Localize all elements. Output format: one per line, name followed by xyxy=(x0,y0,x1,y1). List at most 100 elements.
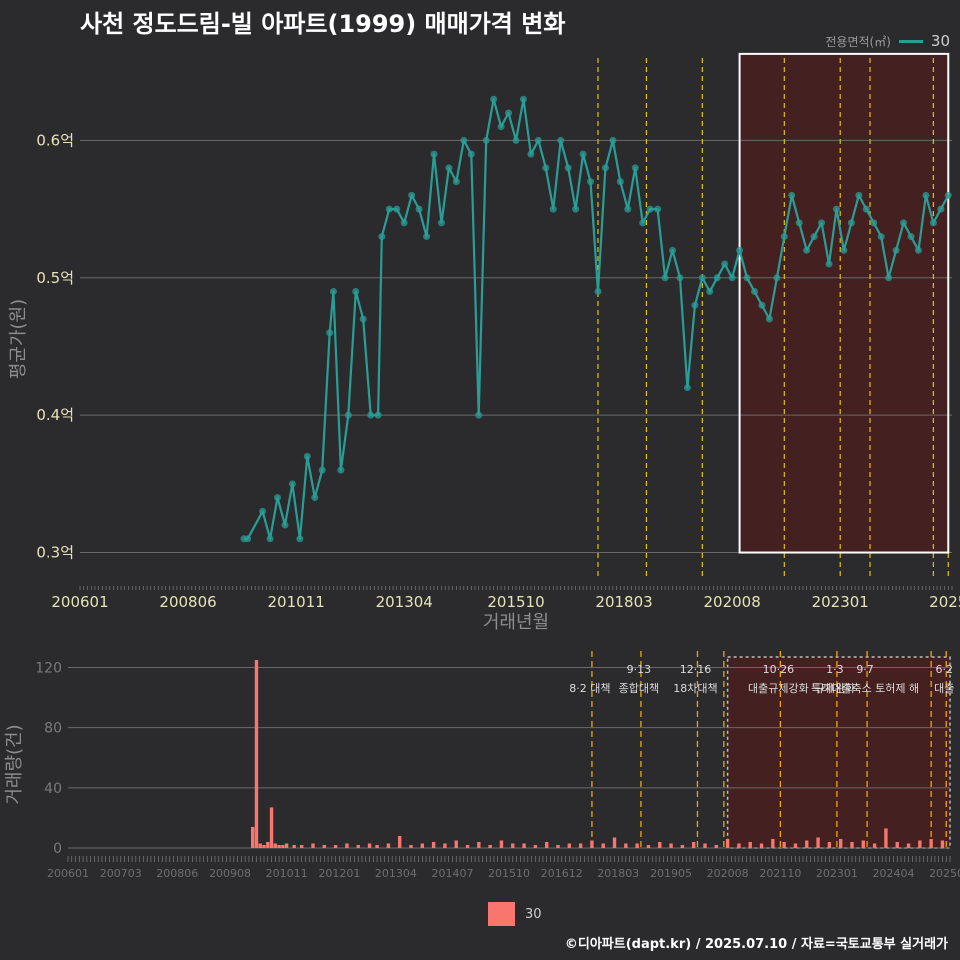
x-tick-label: 202110 xyxy=(759,867,801,880)
price-point xyxy=(758,301,766,309)
policy-date-label: 9·7 xyxy=(856,663,874,676)
policy-date-label: 1·3 xyxy=(826,663,844,676)
legend-line-swatch xyxy=(898,39,923,43)
price-point xyxy=(367,411,375,419)
volume-chart: 0 40 80 120 거래량(건) 8·2 대책 9·13 종합대책 12·16 18차대책 10… xyxy=(4,651,960,880)
volume-bar xyxy=(590,840,594,848)
x-axis-title: 거래년월 xyxy=(483,612,549,633)
price-chart: 0.3억 0.4억 0.5억 0.6억 200601 200806 201011 201304… xyxy=(8,52,960,633)
price-point xyxy=(795,219,803,227)
price-point xyxy=(274,494,282,502)
volume-bar xyxy=(895,841,899,848)
volume-bar xyxy=(782,841,786,848)
volume-bar xyxy=(793,843,798,848)
price-point xyxy=(616,178,624,186)
highlight-border xyxy=(738,52,950,554)
volume-bar xyxy=(646,844,651,848)
price-point xyxy=(385,205,393,213)
volume-bar xyxy=(375,844,379,848)
price-point xyxy=(452,178,460,186)
volume-bar xyxy=(816,837,820,848)
price-point xyxy=(646,205,654,213)
x-tick-label: 201803 xyxy=(597,867,639,880)
volume-bar xyxy=(266,841,270,848)
price-point xyxy=(728,274,736,282)
policy-name-label: 18차대책 xyxy=(673,682,717,695)
x-tick-label: 201612 xyxy=(541,867,583,880)
x-tick-label: 201011 xyxy=(266,867,308,880)
price-point xyxy=(631,164,639,172)
y-axis-title: 평균가(원) xyxy=(8,299,29,379)
y-tick-label: 0.5억 xyxy=(36,269,74,287)
policy-name-label: 8·2 대책 xyxy=(569,682,610,695)
x-tick-label: 200806 xyxy=(159,593,216,611)
policy-name-label: 대출 xyxy=(934,682,954,695)
volume-bar xyxy=(556,844,560,848)
policy-name-label: 종합대책 xyxy=(619,682,659,695)
volume-legend: 30 xyxy=(488,902,542,926)
price-point xyxy=(393,205,401,213)
x-tick-label: 200806 xyxy=(156,867,198,880)
price-point xyxy=(847,219,855,227)
volume-bar xyxy=(567,843,572,848)
x-tick-label: 201407 xyxy=(431,867,473,880)
volume-highlight-period xyxy=(726,656,951,849)
policy-date-label: 12·16 xyxy=(680,663,712,676)
price-point xyxy=(900,219,908,227)
volume-bar xyxy=(386,843,391,848)
volume-bar xyxy=(725,838,730,848)
x-tick-label: 201905 xyxy=(650,867,692,880)
price-point xyxy=(743,274,751,282)
volume-bar xyxy=(533,844,538,848)
price-point xyxy=(288,480,296,488)
volume-bar xyxy=(669,843,673,848)
price-point xyxy=(557,136,565,144)
price-point xyxy=(534,136,542,144)
policy-date-label: 10·26 xyxy=(763,663,795,676)
price-point xyxy=(870,219,878,227)
volume-bar xyxy=(884,828,888,848)
price-point xyxy=(437,219,445,227)
x-tick-label: 202507 xyxy=(929,867,960,880)
price-point xyxy=(914,246,922,254)
price-point xyxy=(624,205,632,213)
y-tick-label: 120 xyxy=(35,661,62,677)
x-tick-label: 201201 xyxy=(318,867,360,880)
price-point xyxy=(445,164,453,172)
volume-bar xyxy=(906,843,911,848)
price-point xyxy=(698,274,706,282)
policy-date-label: 9·13 xyxy=(627,663,652,676)
volume-bar xyxy=(838,838,843,848)
volume-bar xyxy=(748,841,752,848)
volume-bar xyxy=(624,843,628,848)
price-point xyxy=(840,246,848,254)
volume-bar xyxy=(454,840,458,848)
volume-bar xyxy=(322,844,327,848)
x-tick-label: 202301 xyxy=(812,593,869,611)
price-point xyxy=(609,136,617,144)
price-point xyxy=(803,246,811,254)
x-tick-label: 202301 xyxy=(816,867,858,880)
price-point xyxy=(475,411,483,419)
price-point xyxy=(855,191,863,199)
price-point xyxy=(266,535,274,543)
volume-bar xyxy=(827,841,832,848)
volume-bar xyxy=(431,841,436,848)
price-point xyxy=(344,411,352,419)
volume-bar xyxy=(703,843,707,848)
y-tick-label: 0.3억 xyxy=(36,544,74,562)
volume-bar xyxy=(250,826,255,848)
price-point xyxy=(359,315,367,323)
price-point xyxy=(296,535,304,543)
x-tick-label: 200703 xyxy=(100,867,142,880)
volume-bar xyxy=(409,844,413,848)
volume-bar xyxy=(273,843,278,848)
price-point xyxy=(818,219,826,227)
volume-bar xyxy=(254,660,259,848)
volume-bar xyxy=(281,844,285,848)
price-point xyxy=(929,219,937,227)
price-point xyxy=(281,521,289,529)
price-point xyxy=(527,150,535,158)
volume-bar xyxy=(292,844,296,848)
volume-bar xyxy=(269,807,274,848)
